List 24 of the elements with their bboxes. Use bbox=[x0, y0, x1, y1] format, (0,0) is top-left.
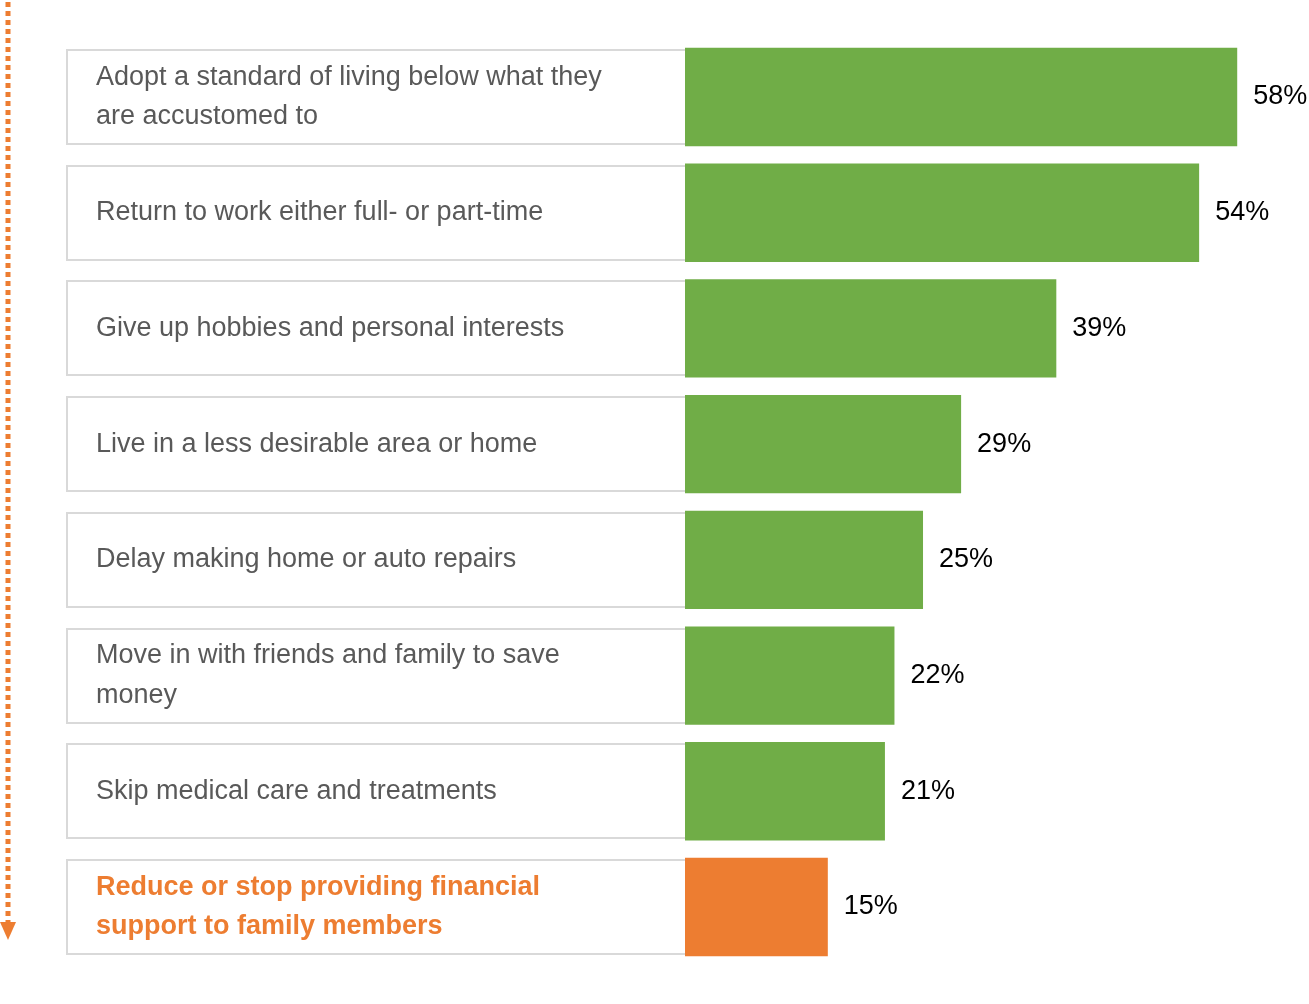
bar bbox=[685, 742, 885, 841]
bar bbox=[685, 163, 1200, 262]
y-tick-label: Skip medical care and treatments bbox=[96, 774, 497, 805]
y-tick-label: Reduce or stop providing financial support to family members bbox=[96, 870, 541, 941]
y-tick-label: Move in with friends and family to save money bbox=[96, 639, 560, 709]
data-label: 39% bbox=[1072, 311, 1127, 342]
bar bbox=[685, 510, 924, 610]
data-label: 29% bbox=[977, 427, 1032, 458]
y-tick-label: Give up hobbies and personal interests bbox=[96, 311, 565, 342]
y-tick-label: Delay making home or auto repairs bbox=[96, 543, 517, 574]
y-tick-label: Return to work either full- or part-time bbox=[96, 196, 544, 227]
data-label: 54% bbox=[1215, 196, 1270, 227]
y-tick-label: Adopt a standard of living below what they are accustomed to bbox=[96, 60, 603, 131]
data-label: 22% bbox=[910, 659, 965, 690]
bar bbox=[685, 857, 828, 957]
y-tick-label: Live in a less desirable area or home bbox=[96, 427, 538, 458]
data-label: 21% bbox=[900, 774, 955, 805]
bar bbox=[685, 47, 1238, 147]
data-label: 58% bbox=[1253, 80, 1308, 111]
bar bbox=[685, 626, 895, 725]
bar bbox=[685, 279, 1057, 378]
data-label: 15% bbox=[843, 890, 898, 921]
bar bbox=[685, 394, 962, 494]
data-label: 25% bbox=[939, 543, 994, 574]
